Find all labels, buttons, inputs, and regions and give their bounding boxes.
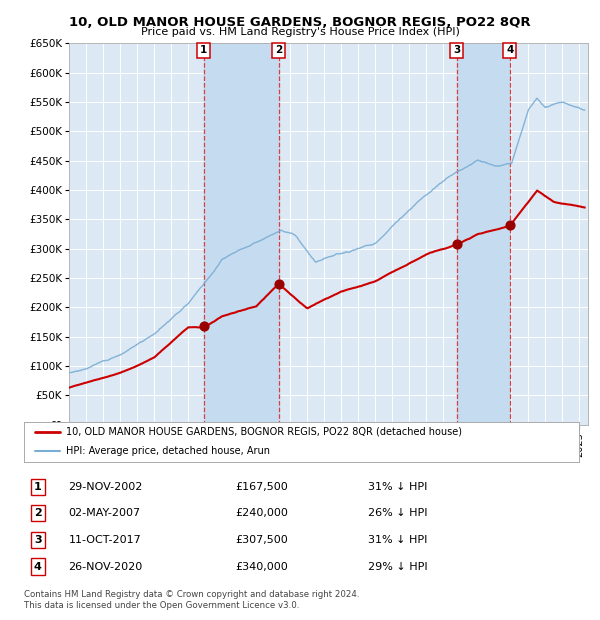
Text: £340,000: £340,000 xyxy=(235,562,287,572)
Text: 3: 3 xyxy=(34,535,41,545)
Bar xyxy=(203,43,279,425)
Text: £307,500: £307,500 xyxy=(235,535,287,545)
Text: Contains HM Land Registry data © Crown copyright and database right 2024.
This d: Contains HM Land Registry data © Crown c… xyxy=(24,590,359,609)
Text: 31% ↓ HPI: 31% ↓ HPI xyxy=(368,535,427,545)
Text: 29-NOV-2002: 29-NOV-2002 xyxy=(68,482,143,492)
Text: 3: 3 xyxy=(453,45,460,55)
Text: 1: 1 xyxy=(200,45,207,55)
Text: 26% ↓ HPI: 26% ↓ HPI xyxy=(368,508,428,518)
Text: 02-MAY-2007: 02-MAY-2007 xyxy=(68,508,140,518)
Text: £240,000: £240,000 xyxy=(235,508,288,518)
Point xyxy=(274,279,284,289)
Point xyxy=(505,220,515,230)
Bar xyxy=(457,43,510,425)
Point xyxy=(199,322,208,332)
Text: 4: 4 xyxy=(34,562,42,572)
Text: £167,500: £167,500 xyxy=(235,482,287,492)
Point xyxy=(452,239,461,249)
Text: 10, OLD MANOR HOUSE GARDENS, BOGNOR REGIS, PO22 8QR (detached house): 10, OLD MANOR HOUSE GARDENS, BOGNOR REGI… xyxy=(65,427,461,436)
Text: 26-NOV-2020: 26-NOV-2020 xyxy=(68,562,143,572)
Text: 1: 1 xyxy=(34,482,42,492)
Text: 4: 4 xyxy=(506,45,514,55)
Text: 29% ↓ HPI: 29% ↓ HPI xyxy=(368,562,428,572)
Text: 2: 2 xyxy=(275,45,283,55)
Text: 10, OLD MANOR HOUSE GARDENS, BOGNOR REGIS, PO22 8QR: 10, OLD MANOR HOUSE GARDENS, BOGNOR REGI… xyxy=(69,16,531,29)
Text: 11-OCT-2017: 11-OCT-2017 xyxy=(68,535,141,545)
Text: HPI: Average price, detached house, Arun: HPI: Average price, detached house, Arun xyxy=(65,446,269,456)
Text: 2: 2 xyxy=(34,508,42,518)
Text: Price paid vs. HM Land Registry's House Price Index (HPI): Price paid vs. HM Land Registry's House … xyxy=(140,27,460,37)
Text: 31% ↓ HPI: 31% ↓ HPI xyxy=(368,482,427,492)
